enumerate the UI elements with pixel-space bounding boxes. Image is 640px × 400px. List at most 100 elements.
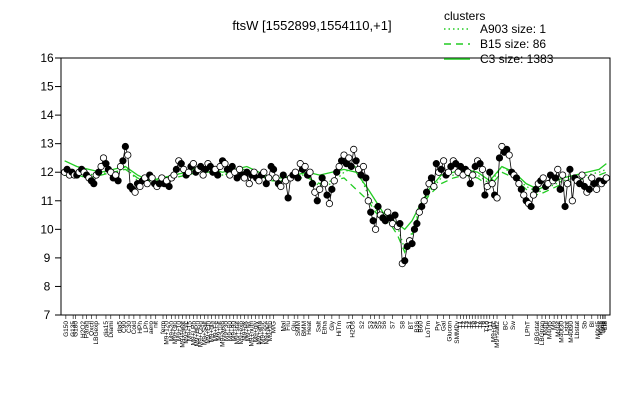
- data-point: [359, 162, 368, 171]
- x-tick-label: M9+dia: [209, 321, 216, 343]
- data-point: [466, 180, 474, 188]
- x-tick-label: Fru: [285, 321, 292, 331]
- x-tick-label: T6: [472, 321, 479, 329]
- x-tick-label: Salt: [315, 321, 322, 332]
- x-tick-label: dia5: [116, 321, 123, 334]
- data-point: [439, 157, 448, 165]
- x-tick-label: M9+suc: [260, 320, 267, 344]
- legend-label: C3 size: 1383: [480, 52, 554, 66]
- data-point: [352, 157, 360, 165]
- data-point: [265, 174, 273, 182]
- x-tick-label: T11: [487, 321, 494, 332]
- x-tick-label: H2Os: [350, 320, 357, 337]
- x-tick-label: dia15: [103, 321, 110, 337]
- x-tick-label: M9+ox: [241, 320, 248, 340]
- x-tick-label: BT: [408, 321, 415, 329]
- x-tick-label: M9+exp: [238, 321, 245, 345]
- data-point: [585, 185, 593, 193]
- data-point: [347, 162, 355, 171]
- x-tick-label: aero: [148, 321, 155, 334]
- data-point: [481, 191, 489, 199]
- x-tick-label: BMM: [301, 321, 308, 336]
- x-tick-label: Glucon: [447, 321, 454, 342]
- x-tick-label: S3: [368, 321, 375, 329]
- data-point: [432, 160, 440, 168]
- x-tick-label: Diami: [108, 321, 115, 338]
- x-tick-label: T2: [461, 321, 468, 329]
- data-point: [430, 182, 438, 191]
- x-tick-label: Sw: [510, 321, 517, 330]
- data-point: [90, 180, 98, 188]
- data-point: [527, 202, 535, 211]
- y-tick-label: 11: [41, 194, 54, 208]
- x-tick-label: Mstat: [555, 321, 562, 337]
- data-point: [245, 180, 253, 188]
- x-tick-label: M40t: [543, 321, 550, 336]
- data-point: [294, 174, 302, 182]
- data-segment: [375, 206, 379, 230]
- data-point: [306, 168, 314, 176]
- x-tick-label: Etha: [322, 321, 329, 335]
- x-tick-label: LPh: [143, 321, 150, 333]
- x-tick-label: S4: [371, 321, 378, 329]
- x-tick-label: T5: [469, 321, 476, 329]
- x-tick-label: M9+nit: [216, 321, 223, 341]
- x-tick-label: Gly: [329, 320, 336, 331]
- data-segment: [562, 175, 566, 207]
- data-point: [563, 180, 572, 188]
- x-tick-label: M9+LPh: [190, 321, 197, 346]
- data-segment: [496, 157, 500, 198]
- x-tick-label: Glu: [291, 321, 298, 332]
- data-point: [114, 177, 122, 185]
- data-segment: [399, 223, 403, 264]
- legend-label: B15 size: 86: [480, 37, 546, 51]
- x-tick-label: M9+10: [176, 321, 183, 341]
- x-tick-label: M9+aero: [220, 321, 227, 347]
- x-tick-label: HPh: [137, 321, 144, 334]
- x-tick-label: M9+ana: [256, 321, 263, 345]
- data-point: [308, 180, 317, 188]
- data-point: [284, 194, 292, 202]
- data-point: [495, 154, 504, 162]
- x-tick-label: S6: [381, 321, 388, 329]
- data-segment: [127, 155, 131, 187]
- data-point: [172, 165, 180, 173]
- x-tick-label: M9+15: [187, 321, 194, 341]
- x-tick-label: M9+Eth: [205, 321, 212, 344]
- x-tick-label: M9+30: [223, 321, 230, 341]
- data-point: [469, 171, 477, 179]
- y-tick-label: 7: [44, 308, 51, 322]
- y-tick-label: 14: [40, 108, 54, 122]
- data-segment: [365, 177, 369, 201]
- x-tick-label: Lt8: [602, 321, 609, 330]
- x-tick-label: Mt45: [597, 321, 604, 336]
- data-point: [316, 185, 324, 193]
- x-tick-label: S2: [359, 321, 366, 329]
- x-tick-label: LBGexp: [93, 321, 100, 345]
- data-point: [328, 185, 336, 193]
- x-tick-label: Cold: [131, 321, 138, 335]
- x-tick-label: B60: [418, 321, 425, 333]
- x-tick-label: M9+nutri: [249, 321, 256, 346]
- x-tick-label: M40t5: [546, 321, 553, 339]
- data-point: [350, 145, 358, 153]
- x-tick-label: M9+fer: [245, 320, 252, 341]
- x-tick-label: Gal: [441, 320, 448, 331]
- data-point: [396, 220, 404, 228]
- x-tick-label: Sb: [581, 321, 588, 329]
- data-point: [364, 197, 372, 205]
- data-point: [505, 151, 513, 159]
- x-tick-label: B36: [414, 321, 421, 333]
- x-tick-label: G180: [73, 321, 80, 337]
- data-point: [323, 191, 331, 199]
- x-tick-label: M9: [551, 321, 558, 330]
- data-point: [313, 197, 321, 205]
- x-tick-label: M9+Cold: [198, 321, 205, 348]
- data-point: [345, 154, 353, 162]
- x-tick-label: LBGtran: [539, 321, 546, 346]
- x-tick-label: S1: [346, 321, 353, 329]
- x-tick-label: Mt8: [601, 321, 608, 332]
- x-tick-label: M9+fru: [267, 321, 274, 342]
